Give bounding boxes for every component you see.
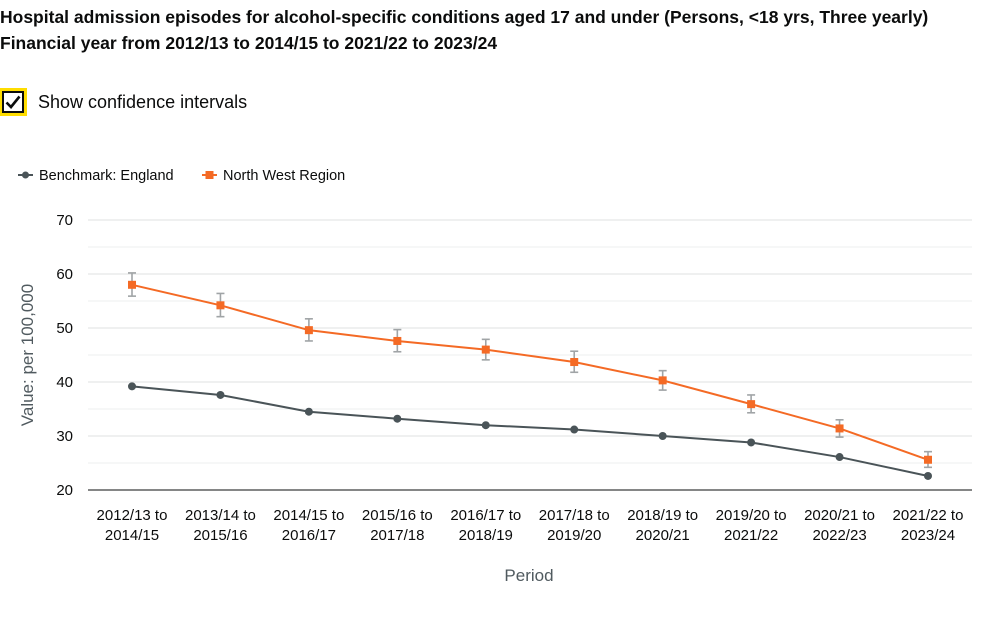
x-tick-label: 2016/17 to 2018/19: [450, 507, 521, 544]
series-north-west-region: [128, 272, 932, 469]
data-point: [216, 390, 225, 399]
y-tick-label: 50: [56, 320, 73, 337]
data-point: [747, 438, 756, 447]
x-tick-label: 2021/22 to 2023/24: [893, 507, 964, 544]
series-line: [131, 283, 929, 461]
x-tick-label: 2017/18 to 2019/20: [539, 507, 610, 544]
y-axis-ticks: 20 30 40 50 60 70: [56, 212, 73, 499]
chart-title-line-2: Financial year from 2012/13 to 2014/15 t…: [0, 33, 498, 53]
chart-gridlines: [88, 219, 972, 491]
confidence-interval-label[interactable]: Show confidence intervals: [38, 91, 248, 112]
x-tick-label: 2015/16 to 2017/18: [362, 507, 433, 544]
data-point: [835, 424, 844, 433]
data-point: [658, 432, 667, 440]
chart-legend: Benchmark: England North West Region: [18, 168, 345, 184]
legend-item: Benchmark: England: [18, 168, 174, 184]
y-tick-label: 30: [56, 428, 73, 445]
data-point: [658, 376, 667, 385]
y-axis-label: Value: per 100,000: [18, 284, 37, 426]
data-point: [570, 425, 579, 434]
data-point: [481, 345, 490, 354]
data-point: [481, 421, 490, 430]
y-tick-label: 60: [56, 266, 73, 283]
x-tick-label: 2020/21 to 2022/23: [804, 507, 875, 544]
data-point: [570, 358, 579, 367]
series-benchmark-england: [128, 382, 932, 480]
x-tick-label: 2014/15 to 2016/17: [273, 507, 344, 544]
checkmark-icon: [5, 95, 21, 109]
legend-marker-square: [205, 171, 214, 179]
x-tick-label: 2018/19 to 2020/21: [627, 507, 698, 544]
data-point: [747, 400, 756, 409]
chart-series: [128, 272, 932, 480]
x-axis-ticks: 2012/13 to 2014/15 2013/14 to 2015/16 2014/1…: [97, 507, 964, 544]
x-tick-label: 2013/14 to 2015/16: [185, 507, 256, 544]
data-point: [304, 407, 313, 416]
x-tick-label: 2019/20 to 2021/22: [716, 507, 787, 544]
chart-title-line-1: Hospital admission episodes for alcohol-…: [0, 7, 929, 27]
legend-item: North West Region: [202, 168, 345, 184]
y-tick-label: 20: [56, 482, 73, 499]
legend-label: Benchmark: England: [39, 168, 174, 184]
y-tick-label: 70: [56, 212, 73, 229]
data-point: [128, 382, 136, 391]
x-axis-label: Period: [504, 566, 553, 585]
x-tick-label: 2012/13 to 2014/15: [97, 507, 168, 544]
confidence-interval-toggle[interactable]: Show confidence intervals: [0, 87, 247, 117]
data-point: [924, 471, 932, 480]
data-point: [835, 453, 844, 462]
data-point: [128, 280, 136, 289]
series-line: [131, 385, 929, 477]
data-point: [393, 336, 402, 345]
data-point: [393, 414, 402, 423]
data-point: [304, 326, 313, 335]
data-point: [924, 455, 932, 464]
legend-label: North West Region: [223, 168, 345, 184]
y-tick-label: 40: [56, 374, 73, 391]
data-point: [216, 301, 225, 310]
confidence-interval-checkbox[interactable]: [0, 88, 27, 116]
legend-marker-circle: [22, 171, 29, 179]
chart-title: Hospital admission episodes for alcohol-…: [0, 4, 975, 56]
